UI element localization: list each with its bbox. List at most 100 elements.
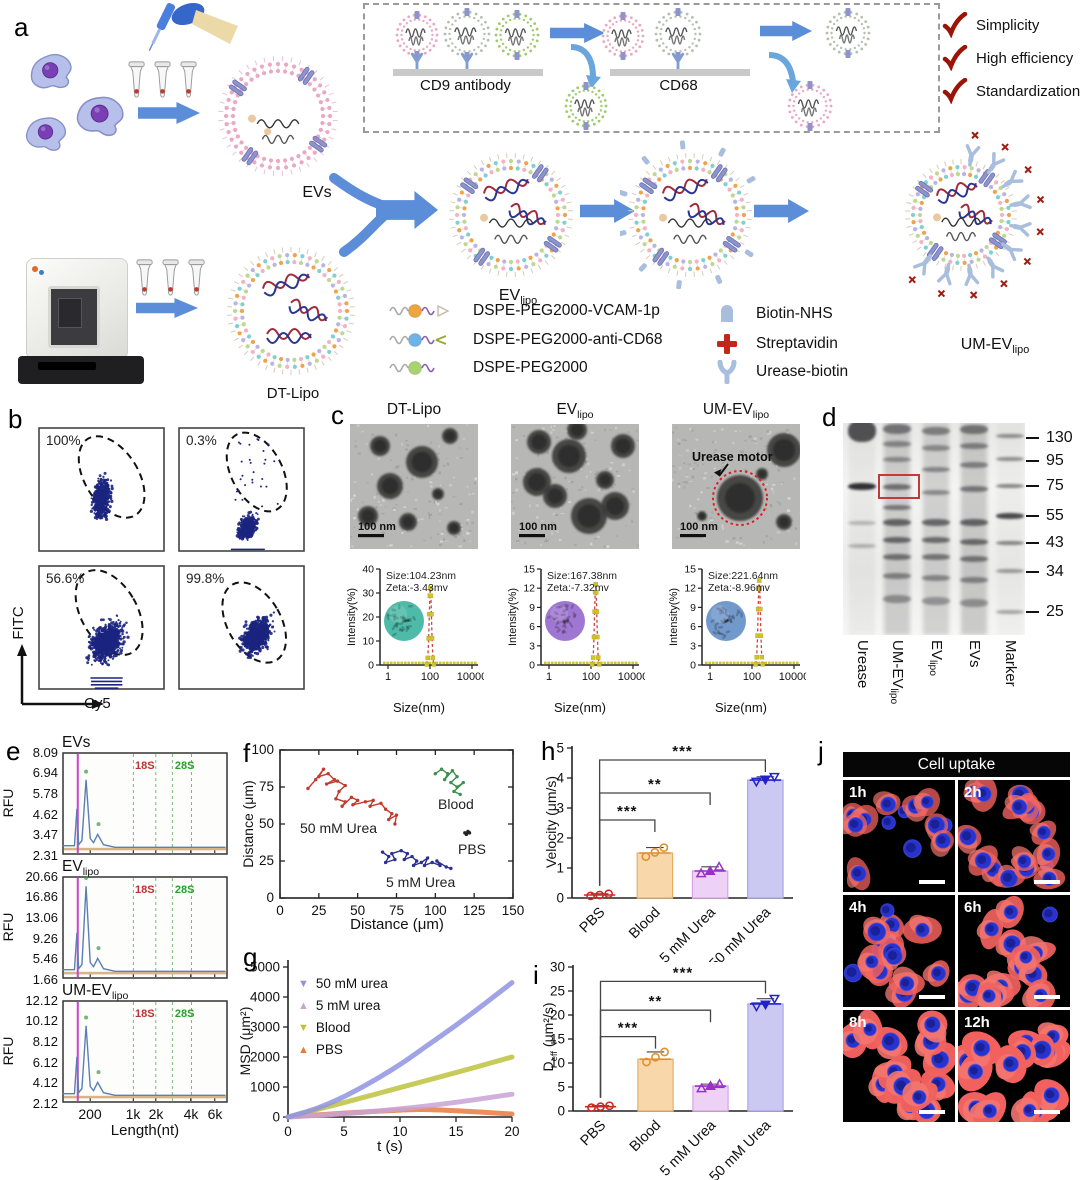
svg-text:18S: 18S (135, 884, 155, 896)
svg-text:28S: 28S (175, 1008, 195, 1020)
checklist-label: Standardization (976, 82, 1080, 100)
tem-title-evlipo: EVlipo (556, 401, 594, 422)
rfu-axis-label: RFU (0, 912, 16, 942)
y-tick: 10.12 (25, 1013, 58, 1028)
svg-text:6: 6 (690, 621, 696, 633)
trace-title-umevlipo: UM-EVlipo (62, 982, 129, 1003)
mw-marker: 75 (1026, 477, 1064, 495)
panel-label-e: e (6, 736, 21, 766)
legend-label: Urease-biotin (756, 363, 849, 380)
svg-text:3: 3 (556, 801, 564, 816)
checkmark-icon (942, 45, 968, 71)
lane-label-evs: EVs (966, 640, 983, 668)
confocal-image-6h: 6h (952, 895, 1070, 1013)
svg-text:50: 50 (259, 816, 274, 831)
legend-item-urease: Urease-biotin (714, 360, 848, 384)
merge-arrow-icon (329, 173, 438, 257)
trajectory-label-pbs: PBS (458, 841, 487, 857)
rfu-axis-label: RFU (0, 788, 16, 818)
svg-text:18S: 18S (135, 1008, 155, 1020)
checklist-label: High efficiency (976, 49, 1074, 67)
y-tick: 9.26 (32, 931, 58, 946)
svg-text:10: 10 (362, 636, 374, 648)
tem-image-umevlipo: 100 nm (672, 424, 800, 549)
confocal-image-8h: 8h (838, 1009, 958, 1125)
svg-text:4: 4 (556, 771, 564, 786)
svg-text:5: 5 (340, 1124, 348, 1139)
legend-item-streptavidin: Streptavidin (714, 332, 838, 356)
svg-text:4000: 4000 (250, 990, 280, 1005)
svg-text:Zeta:-8.96mv: Zeta:-8.96mv (708, 582, 771, 594)
i-y-axis-label: Deff (μm²/s) (540, 1002, 560, 1072)
svg-text:Size:167.38nm: Size:167.38nm (547, 570, 617, 582)
svg-text:100 nm: 100 nm (519, 521, 557, 533)
svg-text:100 nm: 100 nm (680, 521, 718, 533)
panel-label-h: h (541, 736, 556, 766)
svg-text:3: 3 (529, 640, 535, 652)
immunosorting-illustration (393, 8, 871, 131)
tem-title-umevlipo: UM-EVlipo (702, 401, 770, 422)
evlipo-label: EVlipo (498, 287, 538, 308)
svg-text:20: 20 (504, 1124, 519, 1139)
panel-label-c: c (331, 400, 344, 430)
svg-text:***: *** (617, 803, 638, 820)
tem-title-dtlipo: DT-Lipo (386, 401, 442, 418)
evs-label: EVs (302, 184, 332, 201)
svg-text:75: 75 (389, 903, 404, 918)
evlipo-vesicle-illustration (449, 153, 573, 277)
sample-tubes-icon (128, 61, 197, 98)
svg-text:0: 0 (529, 660, 535, 672)
mw-marker: 130 (1026, 429, 1073, 447)
dls-x-label: Size(nm) (714, 700, 767, 715)
arrow-right-icon (754, 199, 809, 223)
gate-percentage: 0.3% (186, 433, 217, 448)
x-tick: 4k (183, 1106, 199, 1122)
y-tick: 4.62 (32, 807, 58, 822)
trajectory-label-50mm: 50 mM Urea (300, 820, 378, 836)
y-tick: 6.94 (32, 765, 58, 780)
g-x-axis-label: t (s) (377, 1138, 403, 1155)
panel-label-b: b (8, 404, 23, 434)
dls-plot-umevlipo: 15 12 9 6 3 01 100 10000 Intensity(%) Size:221.64… (668, 564, 806, 684)
mw-marker: 25 (1026, 603, 1064, 621)
svg-text:1000: 1000 (250, 1080, 280, 1095)
panel-label-j: j (818, 736, 824, 766)
legend-item-anticd68: DSPE-PEG2000-anti-CD68 (388, 330, 663, 350)
svg-text:15: 15 (684, 564, 696, 576)
svg-text:Size:104.23nm: Size:104.23nm (386, 570, 456, 582)
svg-text:1: 1 (546, 671, 552, 683)
svg-text:0: 0 (690, 660, 696, 672)
cd68-label: CD68 (659, 77, 698, 94)
legend-item-peg: DSPE-PEG2000 (388, 358, 588, 378)
svg-text:Intensity(%): Intensity(%) (346, 588, 358, 646)
evs-vesicle-illustration (218, 56, 338, 176)
svg-text:150: 150 (502, 903, 525, 918)
legend-marker: ▲ (298, 1043, 309, 1056)
length-axis-label: Length(nt) (110, 1122, 180, 1139)
svg-text:5000: 5000 (250, 960, 280, 975)
dls-plot-evlipo: 15 12 9 6 3 01 100 10000 Intensity(%) Size:167.38… (507, 564, 645, 684)
checklist-label: Simplicity (976, 16, 1040, 34)
confocal-image-1h: 1h (840, 780, 955, 892)
checkmark-icon (942, 78, 968, 104)
legend-marker: ▼ (298, 977, 309, 990)
dt-lipo-vesicle-illustration (227, 246, 355, 376)
svg-text:Intensity(%): Intensity(%) (668, 588, 680, 646)
biotin-nhs-icon (721, 305, 733, 322)
panel-label-i: i (533, 960, 539, 990)
bioanalyzer-trace-evs: 18S 28S (62, 752, 228, 855)
y-tick: 3.47 (32, 827, 58, 842)
gel-red-box-annotation (878, 474, 920, 499)
source-cells-illustration (25, 53, 124, 151)
svg-text:1: 1 (556, 861, 564, 876)
pipette-icon (148, 2, 238, 52)
confocal-image-12h: 12h (952, 1010, 1071, 1130)
arrow-right-icon (580, 199, 635, 223)
svg-text:Size:221.64nm: Size:221.64nm (708, 570, 778, 582)
legend-label: Biotin-NHS (756, 305, 833, 322)
svg-text:12: 12 (523, 583, 535, 595)
svg-text:0: 0 (272, 1110, 280, 1125)
svg-text:20: 20 (362, 612, 374, 624)
f-x-axis-label: Distance (μm) (350, 916, 444, 933)
